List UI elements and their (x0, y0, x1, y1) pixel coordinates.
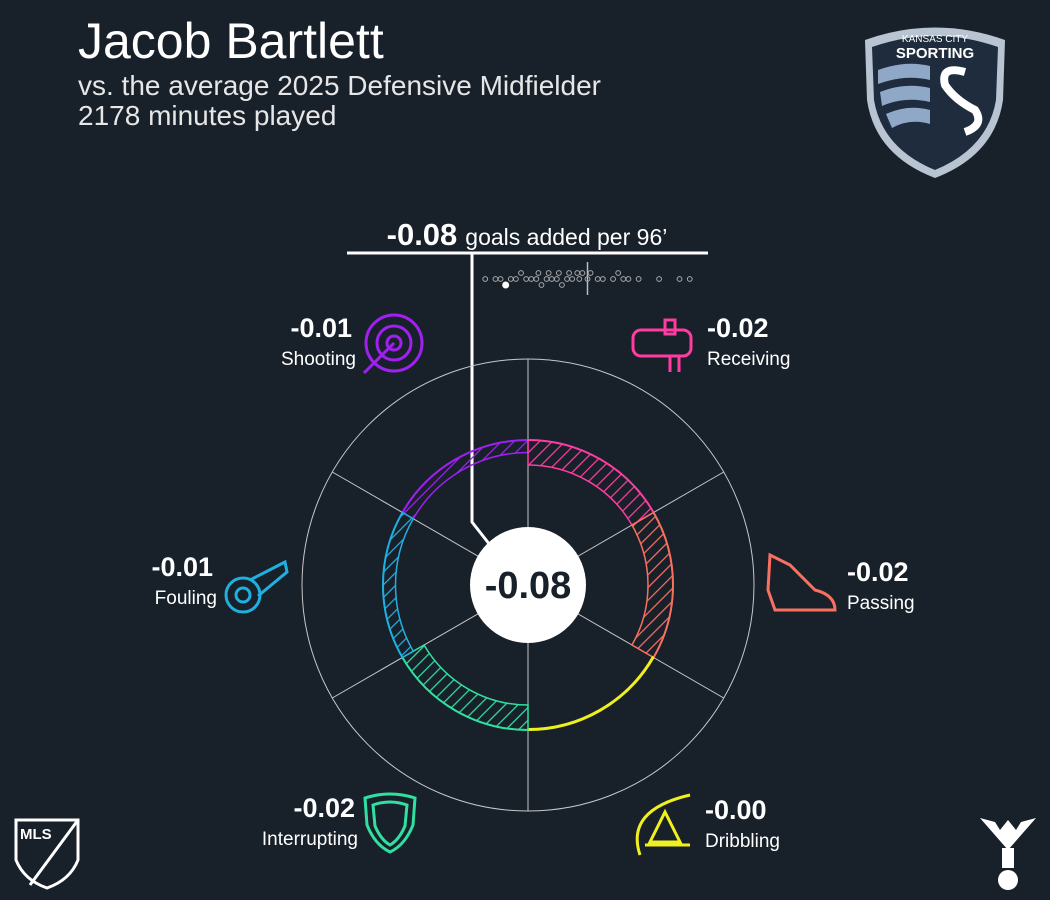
swarm-dot (513, 276, 519, 282)
club-logo: KANSAS CITY SPORTING (865, 27, 1005, 178)
icon-dribbling (635, 793, 691, 856)
total-label: goals added per 96’ (465, 224, 667, 250)
total-value: -0.08 (387, 217, 458, 252)
swarm-dot (545, 270, 552, 276)
connector (470, 253, 492, 546)
swarm-dot (566, 270, 572, 276)
category-value: -0.01 (151, 552, 213, 582)
icon-receiving (631, 318, 693, 372)
segment-baseline (527, 439, 655, 514)
brand-body (1002, 848, 1014, 868)
category-value: -0.02 (707, 313, 769, 343)
swarm-dot (579, 270, 586, 276)
category-value: -0.02 (293, 793, 355, 823)
category-name: Passing (847, 593, 915, 614)
league-name: MLS (20, 826, 52, 843)
swarm-dot (576, 276, 583, 282)
chart-title: Jacob Bartlett (78, 13, 384, 69)
category-value: -0.02 (847, 557, 909, 587)
brand-ball (998, 870, 1018, 890)
logo-city: KANSAS CITY (902, 34, 968, 45)
icon-interrupting (363, 792, 417, 854)
total-header: -0.08 goals added per 96’ (387, 217, 668, 252)
category-name: Dribbling (705, 831, 780, 852)
swarm-dot (533, 276, 540, 282)
swarm-dot (538, 282, 545, 288)
category-value: -0.00 (705, 795, 767, 825)
segment-baseline (382, 512, 404, 658)
logo-monogram (940, 66, 983, 136)
league-slash (28, 819, 80, 886)
swarm-dot (559, 282, 565, 288)
swarm-dot (635, 276, 642, 282)
swarm-dot (615, 270, 622, 276)
swarm-dot (569, 276, 576, 282)
swarm-dot (656, 276, 662, 282)
swarm-dot (610, 276, 616, 282)
swarm-dot (553, 276, 560, 282)
league-logo: MLS (14, 818, 80, 890)
segment-baseline (652, 512, 674, 658)
center-total: -0.08 (485, 565, 572, 607)
center-disc (470, 527, 586, 643)
brand-mark (980, 818, 1036, 890)
segment-baseline (401, 439, 529, 514)
subtitle: vs. the average 2025 Defensive Midfielde… (78, 70, 601, 101)
segment-baseline (527, 656, 655, 731)
category-name: Receiving (707, 349, 790, 370)
icon-shooting (362, 313, 424, 375)
category-name: Fouling (155, 588, 217, 609)
segment-baseline (401, 656, 529, 731)
icon-fouling (224, 559, 289, 614)
league-crest (14, 818, 80, 890)
swarm-dot (676, 276, 683, 282)
swarm-dot (587, 270, 594, 276)
swarm-dot (518, 270, 524, 276)
swarm-dot (535, 270, 542, 276)
swarm-dot (599, 276, 606, 282)
icon-passing (766, 552, 837, 612)
swarm-dot (482, 276, 489, 282)
swarm-dot (497, 276, 504, 282)
subtitle: 2178 minutes played (78, 100, 336, 131)
category-name: Interrupting (262, 829, 358, 850)
category-value: -0.01 (290, 313, 352, 343)
category-name: Shooting (281, 349, 356, 370)
swarm-dot (625, 276, 632, 282)
player-dot (502, 281, 510, 289)
logo-club: SPORTING (896, 45, 974, 62)
swarm-dot (555, 270, 562, 276)
swarm-dot (686, 276, 693, 282)
icons (224, 313, 837, 856)
brand-wings (980, 818, 1036, 850)
swarm-dot (584, 276, 591, 282)
shield-stripes (878, 63, 930, 128)
